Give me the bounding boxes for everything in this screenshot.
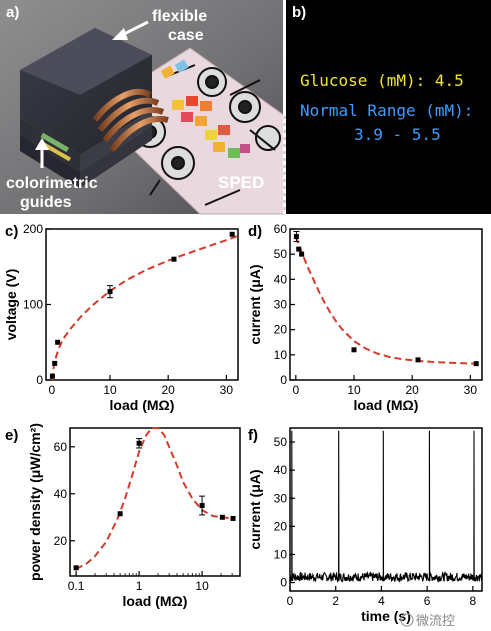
y-tick-label: 100 [23, 298, 43, 312]
data-point [473, 361, 479, 367]
panel-label: d) [248, 223, 262, 240]
display-screen [286, 0, 491, 214]
x-tick-label: 0 [48, 383, 55, 397]
x-tick-label: 0 [287, 594, 294, 608]
data-point [73, 565, 79, 571]
data-point [136, 440, 142, 446]
callout-flexible: flexible [152, 8, 207, 25]
y-tick-label: 60 [274, 222, 288, 236]
callout-guides: guides [20, 194, 72, 211]
data-point [229, 231, 235, 237]
y-tick-label: 60 [54, 440, 68, 454]
plot-frame [289, 427, 483, 592]
color-squares [160, 59, 250, 158]
plot-frame [289, 228, 483, 381]
y-axis-label: current (μA) [247, 264, 263, 344]
y-tick-label: 10 [274, 348, 288, 362]
x-tick-label: 0 [292, 383, 299, 397]
x-tick-label: 10 [103, 383, 117, 397]
current-trace [289, 430, 483, 584]
fit-curve [75, 427, 234, 570]
y-tick-label: 20 [274, 519, 288, 533]
plot-frame [69, 427, 241, 577]
fit-curve [50, 234, 239, 381]
data-point [55, 339, 61, 345]
y-axis-label: voltage (V) [3, 269, 19, 341]
x-tick-label: 30 [464, 383, 478, 397]
y-tick-label: 0 [280, 576, 287, 590]
normal-range-value: 3.9 - 5.5 [354, 125, 441, 144]
y-tick-label: 40 [274, 463, 288, 477]
x-tick-label: 2 [332, 594, 339, 608]
y-tick-label: 200 [23, 222, 43, 236]
callout-case: case [168, 27, 204, 44]
fit-curve [294, 236, 477, 365]
data-point [171, 256, 177, 262]
normal-range-label: Normal Range (mM): [300, 101, 473, 120]
data-point [117, 511, 123, 517]
x-axis-label: load (MΩ) [123, 593, 188, 609]
panel-b-display: b) Glucose (mM): 4.5 Normal Range (mM): … [286, 0, 491, 214]
x-tick-label: 20 [162, 383, 176, 397]
panel-a-photo: a) flexible case colorimetric guides SPE… [0, 0, 286, 215]
x-tick-label: 4 [378, 594, 385, 608]
data-point [230, 515, 236, 521]
callout-arrows [35, 20, 149, 168]
wechat-icon [400, 613, 414, 627]
x-axis-label: time (s) [361, 608, 411, 624]
data-point [107, 289, 113, 295]
data-point [49, 373, 55, 379]
y-tick-label: 50 [274, 247, 288, 261]
y-tick-label: 10 [274, 547, 288, 561]
y-tick-label: 0 [280, 373, 287, 387]
x-tick-label: 1 [136, 579, 143, 593]
x-tick-label: 8 [470, 594, 477, 608]
chart-f-current-time: f) 0 2 4 6 8 0 10 20 30 40 50 time (s) current (μA) [247, 427, 483, 624]
data-point [199, 503, 205, 509]
panel-label: f) [248, 427, 258, 444]
callout-sped: SPED [218, 173, 264, 192]
y-axis-label: power density (μW/cm²) [27, 423, 43, 581]
data-point [293, 234, 299, 240]
panel-a-label: a) [6, 4, 19, 21]
data-point [296, 246, 302, 252]
watermark: 微流控 [400, 613, 455, 629]
panel-label: e) [5, 427, 18, 444]
plot-frame [45, 228, 239, 381]
y-tick-label: 30 [274, 298, 288, 312]
x-axis-label: load (MΩ) [110, 397, 175, 413]
y-tick-label: 20 [274, 323, 288, 337]
data-point [351, 347, 357, 353]
y-tick-label: 40 [54, 487, 68, 501]
x-tick-label: 0.1 [68, 579, 85, 593]
y-tick-label: 30 [274, 491, 288, 505]
data-point [52, 360, 58, 366]
x-tick-label: 6 [424, 594, 431, 608]
panel-b-label: b) [292, 4, 306, 21]
chart-d-current: d) 0 10 20 30 0 10 20 30 40 50 60 load (MΩ) current (… [247, 222, 483, 413]
y-axis-label: current (μA) [247, 469, 263, 549]
y-tick-label: 0 [36, 373, 43, 387]
x-tick-label: 10 [195, 579, 209, 593]
x-tick-label: 20 [406, 383, 420, 397]
copper-wires [92, 88, 169, 152]
data-point [299, 251, 305, 257]
x-axis-label: load (MΩ) [354, 397, 419, 413]
glucose-reading: Glucose (mM): 4.5 [300, 71, 464, 90]
chart-c-voltage: c) 0 10 20 30 0 100 200 load (MΩ) voltage (V) [3, 222, 239, 413]
watermark-text: 微流控 [416, 614, 455, 629]
x-tick-label: 10 [347, 383, 361, 397]
panel-label: c) [5, 223, 18, 240]
x-tick-label: 30 [220, 383, 234, 397]
data-point [219, 514, 225, 520]
y-tick-label: 40 [274, 272, 288, 286]
chart-e-power-density: e) 0.1 1 10 20 40 60 load (MΩ) power density (μW… [5, 423, 241, 609]
data-point [415, 357, 421, 363]
callout-colorimetric: colorimetric [6, 175, 98, 192]
y-tick-label: 20 [54, 534, 68, 548]
y-tick-label: 50 [274, 435, 288, 449]
